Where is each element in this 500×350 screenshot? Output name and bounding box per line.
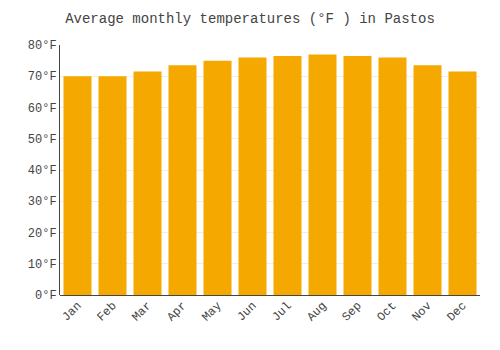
svg-text:0°F: 0°F	[35, 289, 57, 303]
svg-text:Feb: Feb	[94, 299, 119, 324]
svg-text:30°F: 30°F	[28, 195, 57, 209]
svg-text:May: May	[199, 299, 224, 324]
svg-text:Sep: Sep	[339, 299, 364, 324]
svg-text:Jan: Jan	[59, 299, 84, 324]
svg-text:Nov: Nov	[409, 299, 434, 324]
svg-text:20°F: 20°F	[28, 227, 57, 241]
svg-text:Dec: Dec	[444, 299, 469, 324]
svg-text:60°F: 60°F	[28, 102, 57, 116]
svg-text:Mar: Mar	[129, 299, 154, 324]
svg-text:70°F: 70°F	[28, 70, 57, 84]
svg-text:Average monthly temperatures (: Average monthly temperatures (°F ) in Pa…	[65, 11, 435, 27]
svg-text:Jul: Jul	[269, 299, 294, 324]
svg-text:Oct: Oct	[374, 299, 399, 324]
svg-text:Jun: Jun	[234, 299, 259, 324]
svg-text:80°F: 80°F	[28, 39, 57, 53]
svg-text:Aug: Aug	[304, 299, 329, 324]
svg-text:10°F: 10°F	[28, 258, 57, 272]
svg-text:Apr: Apr	[164, 299, 189, 324]
svg-text:50°F: 50°F	[28, 133, 57, 147]
svg-text:40°F: 40°F	[28, 164, 57, 178]
